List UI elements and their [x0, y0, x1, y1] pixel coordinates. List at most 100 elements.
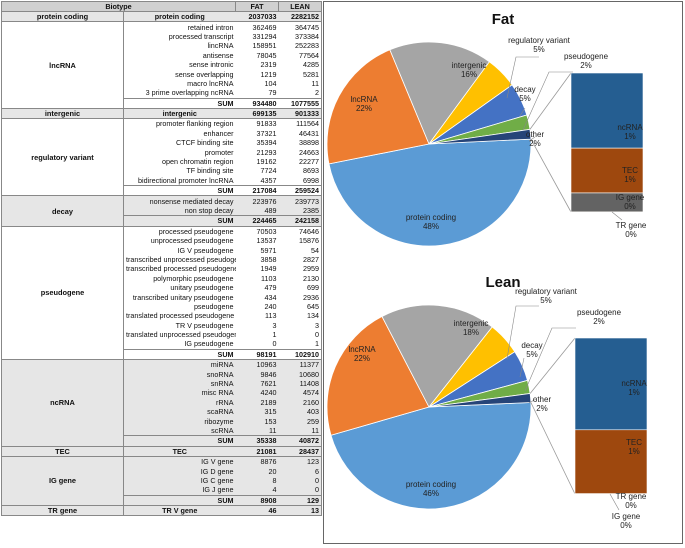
row-label: processed pseudogene: [123, 225, 236, 236]
fat-value: 4240: [235, 388, 279, 398]
table-row: processed transcript 331294 373384: [2, 31, 323, 42]
fat-value: 5971: [260, 245, 277, 255]
table-row: IG V pseudogene 5971 54: [2, 245, 323, 255]
row-label: 3 prime overlapping ncRNA: [145, 88, 234, 98]
fat-value: 8: [235, 475, 279, 486]
fat-value: 362469: [235, 21, 279, 32]
fat-value: 7621: [235, 378, 279, 389]
slice-label: intergenic: [454, 319, 489, 328]
lean-value: 77564: [278, 50, 323, 60]
bar-segment-ncRNA: [574, 337, 648, 431]
row-label: sense overlapping: [175, 69, 234, 79]
row-label: promoter: [204, 147, 234, 157]
table-row: SUM 224465 242158: [2, 215, 323, 227]
lean-value: 2385: [278, 205, 323, 216]
fat-value: 4: [235, 485, 279, 496]
slice-percent: 5%: [519, 94, 531, 103]
pie-slice-protein-coding: [328, 138, 532, 247]
fat-value: 223976: [235, 195, 279, 206]
bar-percent: 0%: [625, 501, 637, 510]
slice-label: pseudogene: [564, 52, 609, 61]
bar-label: IG gene: [616, 193, 645, 202]
row-label: unprocessed pseudogene: [150, 236, 234, 246]
header-lean: LEAN: [278, 1, 323, 12]
label-leader-line: [506, 305, 539, 360]
row-label: protein coding: [123, 10, 236, 23]
fat-value: 10963: [235, 359, 279, 370]
row-label: transcribed unitary pseudogene: [132, 292, 234, 302]
table-row: TEC TEC 21081 28437: [1, 445, 323, 457]
table-row: snRNA 7621 11408: [2, 378, 323, 389]
chart-title: Lean: [485, 274, 520, 291]
slice-percent: 2%: [580, 61, 592, 70]
fat-value: 1: [272, 330, 277, 340]
row-label: SUM: [123, 435, 236, 447]
fat-value: 35394: [256, 138, 277, 148]
lean-value: 24663: [278, 147, 323, 157]
table-row: 3 prime overlapping ncRNA 79 2: [2, 88, 323, 99]
slice-percent: 2%: [529, 139, 541, 148]
row-label: SUM: [123, 348, 236, 361]
lean-value: 373384: [278, 31, 323, 42]
lean-value: 134: [278, 311, 323, 321]
row-label: open chromatin region: [161, 157, 234, 167]
table-row: misc RNA 4240 4574: [2, 388, 323, 398]
row-label: sense intronic: [189, 60, 234, 70]
row-label: IG pseudogene: [184, 339, 234, 349]
row-label: translated unprocessed pseudogene: [126, 330, 236, 340]
slice-percent: 22%: [356, 104, 372, 113]
chart-panel: Fat protein coding 48% lncRNA 22% intergenic 1…: [323, 1, 683, 544]
row-label: intergenic: [123, 107, 236, 120]
table-row: unitary pseudogene 479 699: [2, 282, 323, 293]
lean-value: 2282152: [278, 10, 323, 23]
slice-percent: 2%: [593, 317, 605, 326]
group-label: pseudogene: [1, 225, 124, 360]
lean-value: 0: [278, 475, 323, 486]
lean-value: 11377: [278, 359, 323, 370]
row-label: SUM: [123, 97, 236, 109]
slice-percent: 48%: [423, 222, 439, 231]
lean-value: 4574: [278, 388, 323, 398]
lean-value: 5281: [278, 69, 323, 79]
fat-value: 13537: [256, 236, 277, 246]
lean-value: 54: [278, 245, 323, 255]
pie-slice-other: [428, 393, 532, 408]
chart-title: Fat: [492, 11, 515, 28]
lean-value: 129: [278, 494, 323, 506]
fat-value: 98191: [235, 348, 279, 361]
fat-value: 934480: [235, 97, 279, 109]
pie-slice-lncRNA: [326, 49, 430, 165]
row-label: miRNA: [123, 359, 236, 370]
table-row: ncRNA miRNA 10963 11377: [1, 359, 323, 447]
row-label: translated processed pseudogene: [126, 311, 235, 321]
slice-percent: 46%: [423, 489, 439, 498]
lean-value: 1077555: [278, 97, 323, 109]
fat-value: 3: [272, 320, 277, 330]
fat-value: 0: [272, 339, 277, 349]
fat-value: 19162: [256, 157, 277, 167]
fat-value: 70503: [235, 225, 279, 236]
table-row: transcribed unitary pseudogene 434 2936: [2, 292, 323, 302]
bar-percent: 0%: [624, 202, 636, 211]
header-biotype: Biotype: [0, 1, 237, 12]
row-label: TR V pseudogene: [175, 320, 234, 330]
row-label: SUM: [123, 215, 236, 227]
biotype-table: Biotype FAT LEAN protein coding protein c…: [0, 1, 323, 517]
lean-value: 2936: [278, 292, 323, 302]
fat-value: 21081: [235, 445, 279, 457]
slice-label: protein coding: [406, 480, 456, 489]
table-body: protein coding protein coding 2037033 22821…: [1, 10, 323, 517]
fat-value: 315: [235, 407, 279, 417]
lean-value: 6: [278, 466, 323, 476]
group-label: TEC: [1, 445, 124, 457]
fat-value: 153: [235, 416, 279, 426]
table-row: regulatory variant promoter flanking regi…: [1, 118, 323, 196]
label-leader-line: [506, 56, 539, 99]
table-row: scRNA 11 11: [2, 425, 323, 436]
slice-percent: 16%: [461, 70, 477, 79]
fat-value: 489: [235, 205, 279, 216]
slice-percent: 2%: [536, 404, 548, 413]
lean-value: 22277: [278, 156, 323, 167]
bar-label: IG gene: [612, 512, 641, 521]
row-label: transcribed unprocessed pseudogene: [126, 254, 236, 264]
